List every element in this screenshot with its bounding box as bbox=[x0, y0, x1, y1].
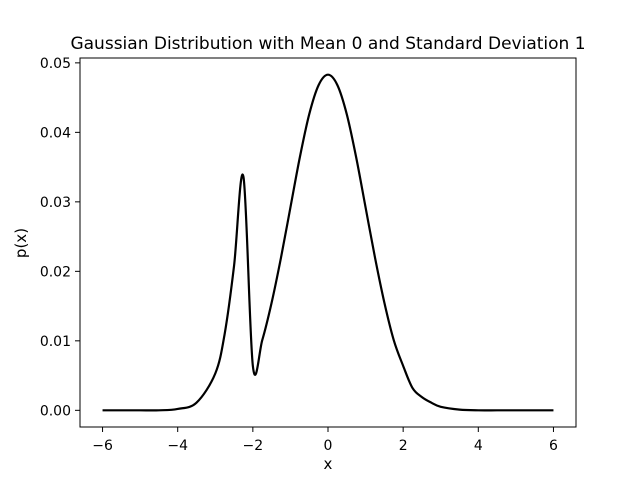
y-tick-label: 0.00 bbox=[40, 403, 71, 419]
y-tick-label: 0.05 bbox=[40, 56, 71, 72]
x-tick-label: 6 bbox=[549, 438, 558, 454]
x-axis-label: x bbox=[324, 455, 333, 473]
x-tick-label: −6 bbox=[92, 438, 113, 454]
x-tick-label: −2 bbox=[243, 438, 264, 454]
y-axis-ticks: 0.00 0.01 0.02 0.03 0.04 0.05 bbox=[40, 56, 80, 419]
x-tick-label: −4 bbox=[167, 438, 188, 454]
x-tick-label: 2 bbox=[399, 438, 408, 454]
x-tick-label: 4 bbox=[474, 438, 483, 454]
x-axis-ticks: −6 −4 −2 0 2 4 6 bbox=[92, 427, 558, 454]
y-axis-label: p(x) bbox=[12, 228, 30, 258]
y-tick-label: 0.01 bbox=[40, 334, 71, 350]
y-tick-label: 0.04 bbox=[40, 125, 71, 141]
plot-frame bbox=[79, 57, 577, 428]
y-tick-label: 0.03 bbox=[40, 195, 71, 211]
series-line bbox=[102, 73, 554, 412]
x-tick-label: 0 bbox=[324, 438, 333, 454]
chart-title: Gaussian Distribution with Mean 0 and St… bbox=[70, 34, 585, 54]
y-tick-label: 0.02 bbox=[40, 264, 71, 280]
